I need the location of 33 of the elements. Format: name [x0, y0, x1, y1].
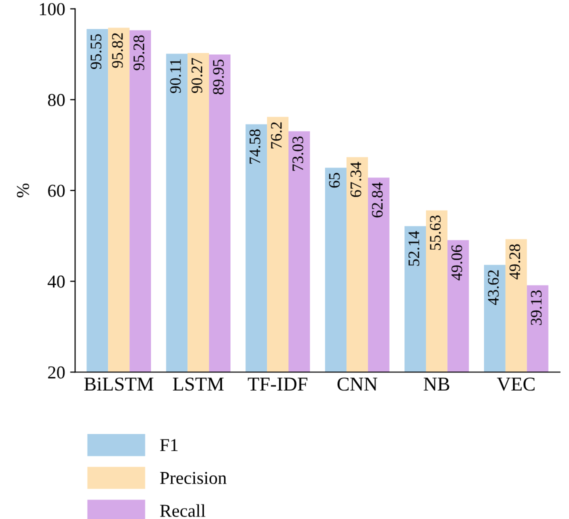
- data-label: 95.55: [90, 34, 102, 69]
- x-tick-label: TF-IDF: [248, 378, 308, 391]
- data-label: 52.14: [408, 230, 420, 266]
- data-label: 55.63: [430, 215, 441, 250]
- x-tick-label: VEC: [496, 378, 535, 391]
- x-tick-label: CNN: [338, 378, 378, 391]
- data-label: 90.27: [192, 58, 202, 93]
- legend-label: Recall: [160, 504, 206, 517]
- data-label: 67.34: [350, 162, 362, 197]
- data-label: 73.03: [292, 136, 304, 171]
- data-label: 49.28: [509, 244, 520, 280]
- legend-label: F1: [160, 439, 178, 452]
- data-label: 95.28: [133, 35, 144, 70]
- data-label: 65: [329, 172, 340, 188]
- y-tick-label: 100: [40, 3, 65, 16]
- data-label: 90.11: [170, 59, 181, 94]
- data-label: 74.58: [250, 129, 260, 164]
- y-axis-title: %: [16, 184, 30, 198]
- x-tick-label: NB: [424, 378, 450, 391]
- data-label: 76.2: [271, 122, 282, 148]
- legend-label: Precision: [160, 472, 227, 484]
- x-tick-label: BiLSTM: [84, 378, 154, 391]
- y-tick-label: 40: [48, 276, 65, 288]
- data-label: 49.06: [451, 245, 462, 280]
- y-tick-label: 20: [48, 366, 65, 379]
- data-label: 62.84: [372, 182, 383, 218]
- y-tick-label: 60: [48, 184, 65, 197]
- data-label: 89.95: [212, 60, 224, 94]
- data-label: 43.62: [488, 270, 499, 306]
- data-label: 39.13: [530, 290, 542, 325]
- data-label: 95.82: [112, 33, 123, 68]
- y-tick-label: 80: [48, 94, 65, 106]
- x-tick-label: LSTM: [172, 378, 224, 391]
